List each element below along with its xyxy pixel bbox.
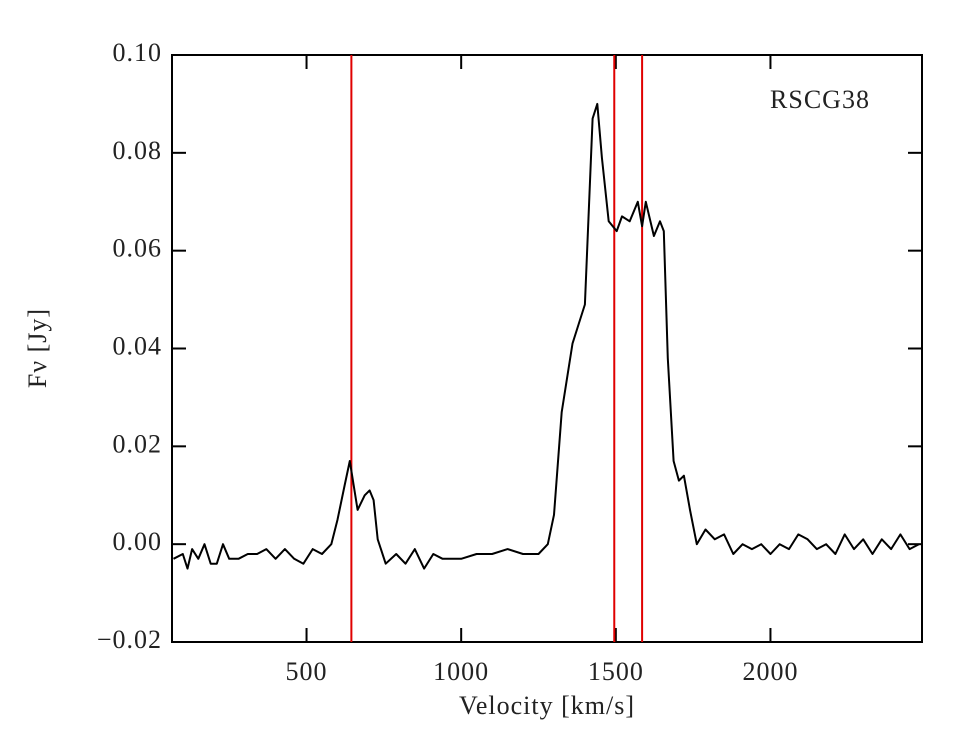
y-axis-label: Fν [Jy]	[23, 308, 52, 388]
x-axis-label: Velocity [km/s]	[459, 691, 635, 720]
x-tick-label: 1000	[433, 657, 489, 686]
y-tick-label: 0.04	[113, 331, 163, 360]
spectrum-line	[173, 102, 920, 570]
y-tick-label: 0.02	[113, 429, 163, 458]
plot-frame	[171, 54, 923, 643]
y-tick-label: 0.06	[113, 234, 163, 263]
annotation: RSCG38	[770, 85, 870, 114]
x-tick-label: 1500	[588, 657, 644, 686]
y-tick-label: 0.08	[113, 136, 163, 165]
y-tick-label: 0.10	[113, 38, 163, 67]
y-tick-label: 0.00	[113, 527, 163, 556]
y-tick-label: −0.02	[97, 625, 162, 654]
x-tick-label: 500	[286, 657, 328, 686]
x-tick-label: 2000	[742, 657, 798, 686]
